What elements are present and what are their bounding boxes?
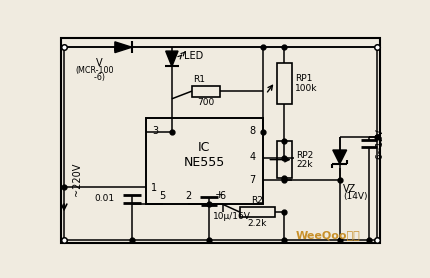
Text: 0.01: 0.01 bbox=[95, 194, 115, 203]
Text: +: + bbox=[215, 190, 224, 200]
Text: V: V bbox=[96, 58, 103, 68]
Bar bbox=[240, 207, 275, 217]
Text: 700: 700 bbox=[197, 98, 215, 107]
Text: 4: 4 bbox=[250, 152, 256, 162]
Text: WeeQoo维库: WeeQoo维库 bbox=[296, 230, 360, 240]
Text: 5: 5 bbox=[160, 191, 166, 201]
Polygon shape bbox=[166, 51, 178, 66]
Text: 22k: 22k bbox=[297, 160, 313, 169]
Text: R1: R1 bbox=[194, 75, 206, 84]
Text: VZ: VZ bbox=[343, 184, 356, 194]
Polygon shape bbox=[333, 150, 347, 164]
Text: 6~12V: 6~12V bbox=[375, 128, 384, 159]
Text: 3: 3 bbox=[153, 126, 159, 136]
Text: R2: R2 bbox=[252, 196, 263, 205]
Bar bbox=[276, 141, 292, 178]
Text: RP2: RP2 bbox=[297, 150, 314, 160]
Text: 2: 2 bbox=[185, 191, 191, 201]
Text: 2.2k: 2.2k bbox=[248, 219, 267, 228]
Text: LED: LED bbox=[184, 51, 203, 61]
Text: (MCR-100: (MCR-100 bbox=[76, 66, 114, 75]
Text: 1: 1 bbox=[151, 183, 157, 193]
Text: (14V): (14V) bbox=[343, 192, 367, 201]
Text: 6: 6 bbox=[220, 191, 226, 201]
Text: 7: 7 bbox=[249, 175, 256, 185]
Text: RP1: RP1 bbox=[295, 74, 313, 83]
Text: 100k: 100k bbox=[295, 83, 318, 93]
Text: 8: 8 bbox=[250, 126, 256, 136]
Bar bbox=[192, 86, 220, 96]
Text: ~220V: ~220V bbox=[72, 163, 82, 196]
Bar bbox=[146, 118, 263, 204]
Text: IC: IC bbox=[198, 141, 210, 154]
Bar bbox=[276, 63, 292, 104]
Text: NE555: NE555 bbox=[184, 156, 225, 169]
Text: 10μ/16V: 10μ/16V bbox=[213, 212, 251, 221]
Polygon shape bbox=[115, 42, 132, 53]
Text: -6): -6) bbox=[89, 73, 105, 82]
